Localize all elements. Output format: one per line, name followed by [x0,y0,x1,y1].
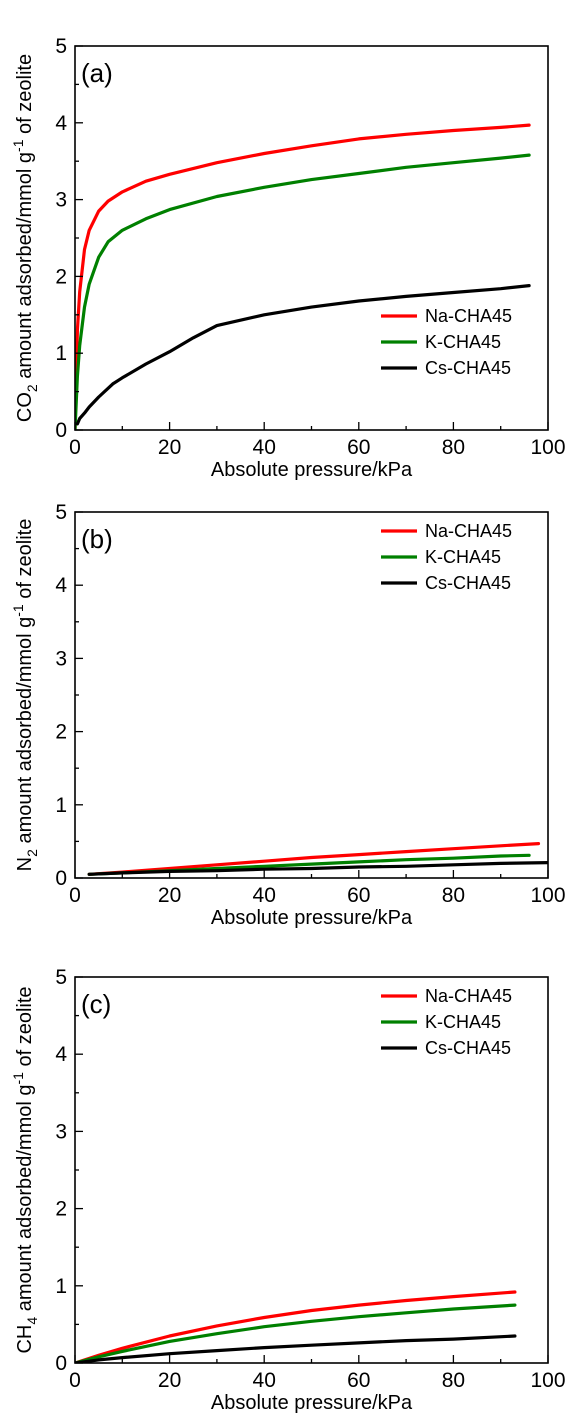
series-line-k-cha45 [75,1303,517,1363]
x-axis-title: Absolute pressure/kPa [211,1392,413,1414]
y-tick-label: 5 [55,966,67,989]
panel-1: 0 20 40 60 80 100 0 1 2 3 4 5 Absolute pressure/kPa C… [10,35,566,481]
legend-label: K-CHA45 [425,1012,501,1032]
x-tick-label: 80 [442,884,465,907]
y-tick-label: 2 [55,265,67,288]
legend-label: Na-CHA45 [425,521,512,541]
x-tick-label: 0 [69,1369,81,1392]
legend: Na-CHA45 K-CHA45 Cs-CHA45 [381,306,512,378]
y-tick-label: 0 [55,867,67,890]
plot-frame [74,976,549,1364]
x-tick-label: 60 [347,884,370,907]
legend-label: Cs-CHA45 [425,1038,511,1058]
curves [75,123,531,430]
series-line-cs-cha45 [75,1334,517,1363]
y-tick-label: 4 [55,1043,67,1066]
x-tick-label: 20 [158,884,181,907]
legend: Na-CHA45 K-CHA45 Cs-CHA45 [381,986,512,1058]
legend-label: K-CHA45 [425,332,501,352]
legend-label: K-CHA45 [425,547,501,567]
x-tick-label: 20 [158,436,181,459]
y-tick-label: 1 [55,1275,67,1298]
legend-label: Na-CHA45 [425,986,512,1006]
legend-label: Cs-CHA45 [425,358,511,378]
x-tick-label: 100 [530,1369,565,1392]
y-tick-label: 1 [55,342,67,365]
series-line-na-cha45 [75,123,531,430]
y-axis-title: N2 amount adsorbed/mmol g-1 of zeolite [10,519,40,872]
legend-label: Na-CHA45 [425,306,512,326]
y-axis-title: CO2 amount adsorbed/mmol g-1 of zeolite [10,54,40,422]
x-tick-label: 20 [158,1369,181,1392]
series-line-na-cha45 [75,1290,517,1363]
y-tick-label: 1 [55,794,67,817]
y-tick-label: 3 [55,647,67,670]
legend: Na-CHA45 K-CHA45 Cs-CHA45 [381,521,512,593]
panel-label: (c) [81,989,111,1019]
y-tick-label: 4 [55,112,67,135]
series-line-cs-cha45 [75,284,531,426]
x-tick-label: 0 [69,436,81,459]
curves [87,842,548,876]
panel-label: (a) [81,58,113,88]
x-tick-label: 100 [530,436,565,459]
legend-label: Cs-CHA45 [425,573,511,593]
y-tick-label: 2 [55,1198,67,1221]
y-tick-label: 4 [55,574,67,597]
x-tick-label: 40 [253,1369,276,1392]
y-tick-label: 0 [55,1352,67,1375]
x-tick-label: 40 [253,884,276,907]
y-axis-title: CH4 amount adsorbed/mmol g-1 of zeolite [10,986,40,1353]
series-line-na-cha45 [87,842,541,876]
x-tick-label: 40 [253,436,276,459]
x-tick-label: 0 [69,884,81,907]
x-tick-label: 100 [530,884,565,907]
curves [75,1290,517,1363]
y-tick-label: 3 [55,189,67,212]
panel-3: 0 20 40 60 80 100 0 1 2 3 4 5 Absolute pressure/kPa C… [10,966,566,1414]
y-tick-label: 0 [55,419,67,442]
series-line-cs-cha45 [87,861,548,876]
x-axis-title: Absolute pressure/kPa [211,459,413,481]
x-axis-title: Absolute pressure/kPa [211,907,413,929]
y-tick-label: 5 [55,501,67,524]
x-tick-label: 80 [442,1369,465,1392]
x-tick-label: 60 [347,1369,370,1392]
panel-label: (b) [81,524,113,554]
y-tick-label: 3 [55,1120,67,1143]
y-tick-label: 5 [55,35,67,58]
y-tick-label: 2 [55,721,67,744]
panel-2: 0 20 40 60 80 100 0 1 2 3 4 5 Absolute pressure/kPa N… [10,501,566,929]
x-tick-label: 60 [347,436,370,459]
x-tick-label: 80 [442,436,465,459]
series-line-k-cha45 [75,153,531,430]
